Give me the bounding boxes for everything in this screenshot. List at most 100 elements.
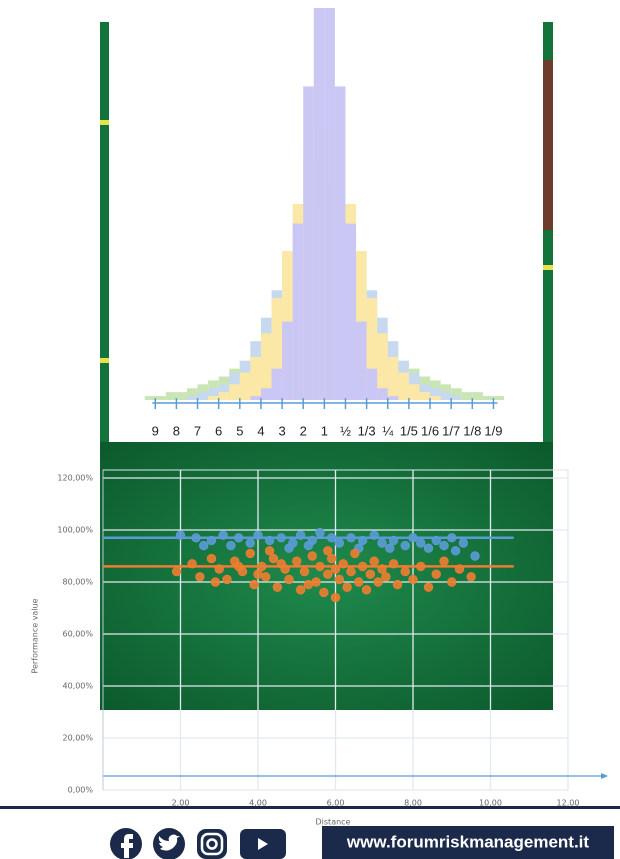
histogram-bar — [367, 369, 378, 400]
scatter-point — [347, 567, 355, 575]
histogram-bar — [345, 224, 356, 400]
x-tick-label: ½ — [340, 423, 351, 438]
histogram-bar — [145, 396, 156, 400]
scatter-point — [316, 528, 324, 536]
scatter-point — [293, 557, 301, 565]
histogram-bar — [377, 388, 388, 400]
histogram-bar — [166, 392, 177, 400]
histogram-bar — [303, 86, 314, 400]
histogram-bar — [250, 396, 261, 400]
x-tick-label: 3 — [278, 423, 285, 438]
scatter-point — [211, 578, 219, 586]
histogram-bar — [483, 396, 494, 400]
scatter-point — [308, 552, 316, 560]
scatter-point — [304, 580, 312, 588]
scatter-point — [351, 549, 359, 557]
histogram-bar — [419, 392, 430, 400]
scatter-point — [366, 570, 374, 578]
x-tick-label: 4 — [257, 423, 264, 438]
histogram-bar — [198, 392, 209, 400]
scatter-point — [374, 578, 382, 586]
y-tick-label: 40,00% — [62, 682, 93, 691]
histogram-bar — [324, 8, 335, 400]
website-url[interactable]: www.forumriskmanagement.it — [346, 832, 589, 851]
histogram-bar — [388, 396, 399, 400]
scatter-point — [343, 583, 351, 591]
scatter-point — [269, 554, 277, 562]
histogram-bar — [335, 86, 346, 400]
scatter-point — [362, 586, 370, 594]
x-tick-label: 1/6 — [421, 423, 439, 438]
board-spot — [543, 60, 553, 230]
y-tick-label: 120,00% — [57, 474, 93, 483]
scatter-point — [401, 567, 409, 575]
scatter-point — [335, 575, 343, 583]
x-tick-label: 7 — [194, 423, 201, 438]
histogram-bar — [250, 357, 261, 400]
scatter-point — [370, 557, 378, 565]
histogram-bar — [240, 373, 251, 400]
x-tick-label: 5 — [236, 423, 243, 438]
scatter-point — [172, 567, 180, 575]
histogram-bar — [441, 392, 452, 400]
scatter-point — [382, 573, 390, 581]
scatter-point — [335, 539, 343, 547]
x-tick-label: 6 — [215, 423, 222, 438]
scatter-point — [320, 588, 328, 596]
board-spot — [100, 120, 109, 125]
histogram-bar — [409, 384, 420, 400]
histogram-bar — [356, 322, 367, 400]
scatter-point — [378, 539, 386, 547]
scatter-point — [262, 573, 270, 581]
histogram-bar — [472, 392, 483, 400]
histogram-bar — [451, 396, 462, 400]
scatter-point — [451, 547, 459, 555]
scatter-point — [459, 539, 467, 547]
x-tick-label: 1/8 — [463, 423, 481, 438]
scatter-point — [227, 541, 235, 549]
page: {"chart_data": [ {"type": "histogram", "… — [0, 0, 620, 859]
scatter-point — [304, 541, 312, 549]
scatter-point — [196, 573, 204, 581]
scatter-point — [285, 544, 293, 552]
histogram-bar — [462, 392, 473, 400]
histogram-bar — [176, 392, 187, 400]
scatter-point — [246, 539, 254, 547]
scatter-point — [401, 541, 409, 549]
scatter-point — [207, 554, 215, 562]
y-tick-label: 20,00% — [62, 734, 93, 743]
scatter-point — [265, 547, 273, 555]
y-tick-label: 0,00% — [68, 786, 94, 795]
y-tick-label: 60,00% — [62, 630, 93, 639]
x-tick-label: 8 — [173, 423, 180, 438]
histogram-bar — [229, 384, 240, 400]
scatter-point — [324, 547, 332, 555]
scatter-point — [223, 575, 231, 583]
scatter-point — [250, 580, 258, 588]
histogram-bar — [187, 396, 198, 400]
scatter-point — [273, 583, 281, 591]
slide: 987654321½1/3¼1/51/61/71/81/9 0,00%20,00… — [0, 0, 620, 859]
histogram-bar — [208, 396, 219, 400]
x-axis-label: Distance — [316, 818, 351, 827]
y-tick-label: 80,00% — [62, 578, 93, 587]
scatter-point — [246, 549, 254, 557]
scatter-point — [331, 593, 339, 601]
histogram-bar — [282, 322, 293, 400]
histogram-bar — [155, 396, 166, 400]
scatter-point — [327, 554, 335, 562]
scatter-point — [324, 570, 332, 578]
scatter-point — [386, 544, 394, 552]
scatter-point — [467, 573, 475, 581]
scatter-point — [355, 578, 363, 586]
x-tick-label: 1/3 — [358, 423, 376, 438]
x-tick-label: 1/7 — [442, 423, 460, 438]
scatter-point — [440, 557, 448, 565]
footer-rule — [0, 806, 620, 809]
scatter-point — [424, 583, 432, 591]
scatter-point — [296, 586, 304, 594]
scatter-point — [432, 570, 440, 578]
histogram-bar — [293, 224, 304, 400]
board-spot — [543, 265, 553, 270]
histogram-bar — [398, 373, 409, 400]
